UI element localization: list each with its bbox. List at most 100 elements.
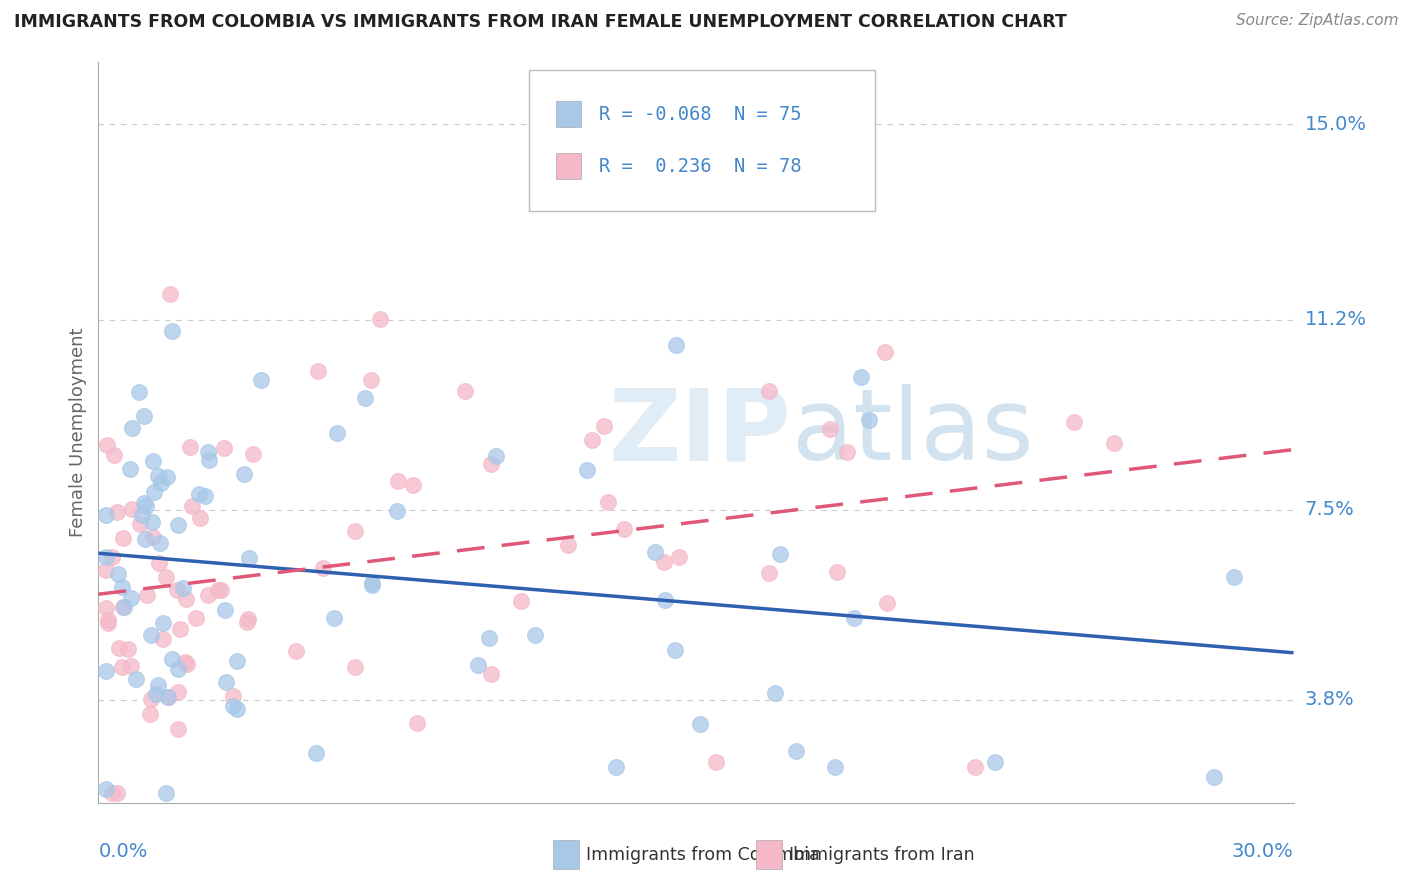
- Point: [172, 581, 194, 595]
- Point: [118, 461, 141, 475]
- Point: [343, 660, 366, 674]
- Point: [160, 652, 183, 666]
- Point: [387, 475, 409, 489]
- Text: Immigrants from Colombia: Immigrants from Colombia: [586, 846, 820, 863]
- Point: [107, 641, 129, 656]
- Point: [485, 450, 508, 464]
- Point: [851, 369, 873, 384]
- Point: [820, 422, 842, 436]
- Point: [155, 570, 177, 584]
- Point: [132, 409, 155, 423]
- Point: [96, 508, 118, 522]
- FancyBboxPatch shape: [557, 102, 581, 128]
- Point: [121, 501, 143, 516]
- Point: [209, 582, 232, 597]
- Point: [111, 600, 134, 615]
- Text: IMMIGRANTS FROM COLOMBIA VS IMMIGRANTS FROM IRAN FEMALE UNEMPLOYMENT CORRELATION: IMMIGRANTS FROM COLOMBIA VS IMMIGRANTS F…: [14, 13, 1067, 31]
- Point: [876, 596, 898, 610]
- Point: [129, 517, 152, 532]
- Point: [605, 760, 627, 774]
- Point: [135, 500, 157, 514]
- Point: [478, 631, 501, 645]
- Point: [343, 524, 366, 538]
- Point: [654, 593, 676, 607]
- Point: [96, 600, 118, 615]
- Point: [858, 413, 880, 427]
- Point: [141, 627, 163, 641]
- Point: [873, 345, 896, 359]
- Point: [233, 467, 256, 481]
- Point: [1063, 415, 1085, 429]
- Point: [613, 522, 636, 536]
- Point: [664, 642, 686, 657]
- Point: [107, 567, 129, 582]
- Point: [187, 487, 209, 501]
- Point: [125, 672, 148, 686]
- Point: [225, 702, 247, 716]
- Point: [197, 445, 219, 459]
- Point: [145, 687, 167, 701]
- Text: R = -0.068  N = 75: R = -0.068 N = 75: [599, 104, 801, 124]
- Point: [139, 706, 162, 721]
- Point: [169, 623, 191, 637]
- Text: 3.8%: 3.8%: [1305, 690, 1354, 709]
- Point: [575, 463, 598, 477]
- Point: [825, 565, 848, 579]
- Point: [148, 468, 170, 483]
- Text: 0.0%: 0.0%: [98, 842, 148, 861]
- Point: [96, 549, 118, 564]
- Point: [134, 496, 156, 510]
- Point: [152, 632, 174, 646]
- Point: [644, 545, 666, 559]
- Point: [160, 324, 183, 338]
- Point: [156, 690, 179, 705]
- Point: [593, 418, 616, 433]
- Point: [361, 576, 384, 591]
- Text: atlas: atlas: [792, 384, 1033, 481]
- Point: [370, 311, 392, 326]
- Point: [194, 489, 217, 503]
- Point: [307, 364, 329, 378]
- Point: [96, 438, 118, 452]
- Point: [135, 588, 157, 602]
- Point: [141, 515, 163, 529]
- Point: [97, 615, 120, 630]
- Point: [984, 755, 1007, 769]
- Point: [758, 384, 780, 398]
- Point: [665, 338, 688, 352]
- Point: [134, 532, 156, 546]
- Point: [842, 611, 865, 625]
- Text: 30.0%: 30.0%: [1232, 842, 1294, 861]
- Point: [105, 785, 128, 799]
- Point: [207, 582, 229, 597]
- Point: [704, 755, 727, 769]
- Point: [824, 760, 846, 774]
- Point: [176, 657, 198, 671]
- Point: [120, 591, 142, 605]
- Point: [524, 628, 547, 642]
- Point: [323, 611, 346, 625]
- Point: [111, 659, 134, 673]
- Point: [581, 433, 603, 447]
- Point: [311, 560, 333, 574]
- Point: [401, 478, 423, 492]
- Point: [215, 675, 238, 690]
- Point: [149, 536, 172, 550]
- Point: [769, 547, 792, 561]
- Point: [101, 785, 124, 799]
- Text: Immigrants from Iran: Immigrants from Iran: [789, 846, 974, 863]
- Point: [214, 603, 236, 617]
- Point: [197, 453, 219, 467]
- Point: [385, 504, 408, 518]
- Point: [188, 511, 211, 525]
- Point: [159, 286, 181, 301]
- Point: [835, 445, 858, 459]
- Point: [101, 549, 124, 564]
- Point: [360, 373, 382, 387]
- Point: [479, 457, 502, 471]
- Point: [510, 594, 533, 608]
- Point: [166, 685, 188, 699]
- Point: [174, 655, 197, 669]
- Point: [758, 566, 780, 581]
- Point: [97, 613, 120, 627]
